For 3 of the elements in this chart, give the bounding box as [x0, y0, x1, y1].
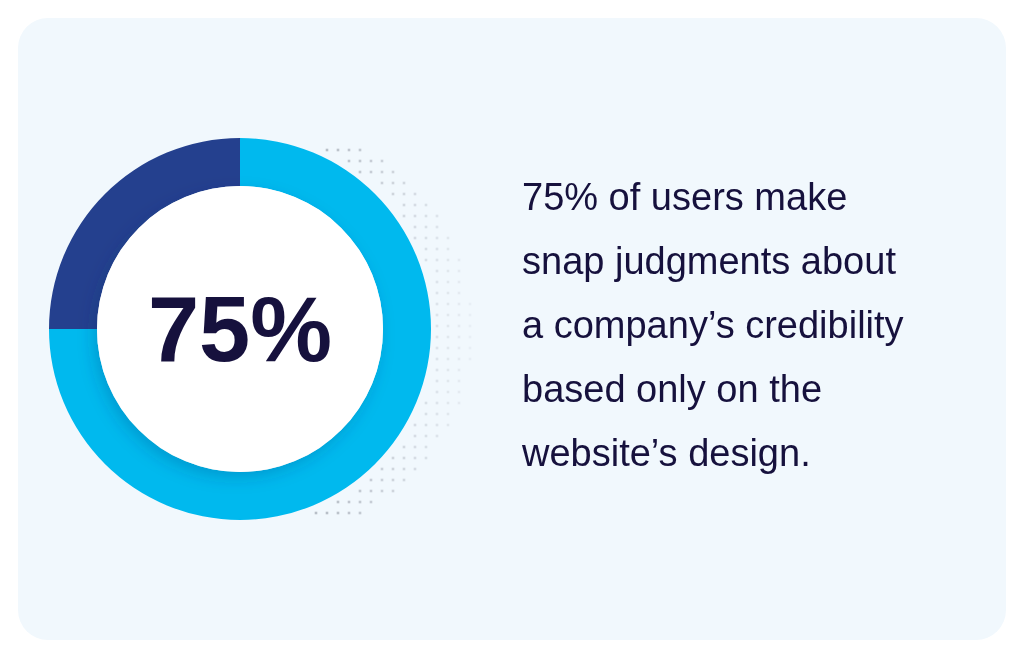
donut-slice — [49, 138, 431, 520]
data-label: 75% — [147, 278, 333, 381]
text: 75% of users make snap judgments about a company’s credibility based only on the website’s design. — [521, 176, 904, 474]
